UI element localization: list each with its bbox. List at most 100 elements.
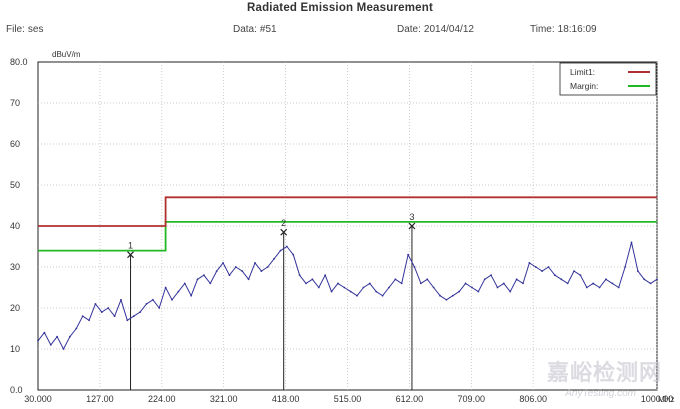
trace-point <box>139 311 142 313</box>
y-tick-label: 60 <box>10 139 20 149</box>
trace-point <box>483 278 486 281</box>
trace-point <box>477 290 480 293</box>
trace-point <box>490 274 492 277</box>
trace-point <box>547 266 550 268</box>
watermark-url: AnyTesting.com <box>565 388 636 399</box>
x-tick-label: 418.00 <box>272 394 300 404</box>
trace-point <box>222 262 224 264</box>
y-axis-label: dBuV/m <box>52 50 81 59</box>
x-tick-label: 1000.00 <box>641 394 674 404</box>
trace-point <box>585 286 588 289</box>
trace-point <box>630 241 633 244</box>
trace-point <box>573 270 575 272</box>
trace-point <box>419 282 422 285</box>
y-tick-label: 40 <box>10 221 20 231</box>
trace-point <box>145 303 148 305</box>
trace-point <box>605 278 607 281</box>
time-value: 18:16:09 <box>557 24 597 35</box>
trace-point <box>311 278 314 281</box>
y-tick-label: 70 <box>10 98 20 108</box>
trace-point <box>317 286 320 289</box>
trace-point <box>113 315 116 318</box>
trace-point <box>509 290 512 293</box>
trace-point <box>502 282 505 285</box>
trace-point <box>541 270 544 272</box>
x-tick-label: 709.00 <box>458 394 486 404</box>
trace-point <box>496 286 499 289</box>
file-info: File: ses <box>6 24 43 35</box>
date-info: Date: 2014/04/12 <box>397 24 474 35</box>
trace-point <box>120 298 122 301</box>
trace-point <box>553 274 556 277</box>
trace-point <box>247 278 250 281</box>
trace-point <box>190 294 193 297</box>
y-tick-label: 0.0 <box>10 385 23 395</box>
legend-box <box>559 62 657 96</box>
trace-point <box>407 253 410 256</box>
marker-symbol <box>127 251 134 259</box>
trace-point <box>643 278 646 281</box>
trace-point <box>432 286 435 289</box>
data-value: #51 <box>259 24 277 35</box>
trace-point <box>534 266 537 268</box>
trace-point <box>400 282 403 285</box>
y-tick-label: 50 <box>10 180 20 190</box>
trace-point <box>624 266 626 268</box>
trace-point <box>266 266 269 268</box>
trace-point <box>177 290 180 293</box>
trace-point <box>151 298 154 301</box>
trace-point <box>183 282 186 285</box>
trace-point <box>566 282 569 285</box>
trace-point <box>649 282 652 285</box>
legend-limit-label: Limit1: <box>570 67 595 77</box>
trace-point <box>617 286 620 289</box>
date-value: 2014/04/12 <box>423 24 474 35</box>
trace-point <box>62 348 65 350</box>
trace-point <box>305 282 307 285</box>
x-tick-label: 806.00 <box>519 394 547 404</box>
trace-point <box>375 290 378 293</box>
trace-point <box>445 298 448 301</box>
trace-point <box>611 282 614 285</box>
trace-point <box>298 274 301 277</box>
trace-point <box>228 274 231 277</box>
data-label: Data: <box>233 24 257 35</box>
marker-label: 1 <box>128 241 133 251</box>
data-info: Data: #51 <box>233 24 277 35</box>
trace-point <box>100 311 103 313</box>
trace-point <box>458 290 461 293</box>
trace-point <box>451 294 454 297</box>
trace-point <box>164 286 167 289</box>
trace-point <box>196 278 199 281</box>
trace-point <box>368 282 371 285</box>
x-tick-label: 30.000 <box>24 394 52 404</box>
trace-point <box>528 262 531 264</box>
trace-point <box>381 294 384 297</box>
time-info: Time: 18:16:09 <box>530 24 597 35</box>
x-tick-label: 321.00 <box>210 394 238 404</box>
trace-point <box>413 266 416 268</box>
limit-line <box>38 196 657 227</box>
trace-point <box>285 245 288 248</box>
marker-label: 3 <box>409 212 414 222</box>
trace-point <box>126 319 129 322</box>
x-tick-label: 515.00 <box>334 394 362 404</box>
trace-point <box>337 282 339 285</box>
trace-point <box>234 266 237 268</box>
trace-point <box>388 286 390 289</box>
trace-point <box>349 290 352 293</box>
trace-point <box>81 315 84 318</box>
trace-point <box>439 294 441 297</box>
trace-point <box>260 270 263 272</box>
marker-symbol <box>408 222 416 230</box>
date-label: Date: <box>397 24 421 35</box>
trace-point <box>362 286 365 289</box>
trace-point <box>94 303 97 305</box>
file-label: File: <box>6 24 25 35</box>
x-tick-label: 224.00 <box>148 394 176 404</box>
trace-point <box>49 344 52 346</box>
trace-point <box>241 270 244 272</box>
trace-point <box>158 307 161 309</box>
trace-point <box>273 257 276 260</box>
trace-point <box>88 319 90 322</box>
